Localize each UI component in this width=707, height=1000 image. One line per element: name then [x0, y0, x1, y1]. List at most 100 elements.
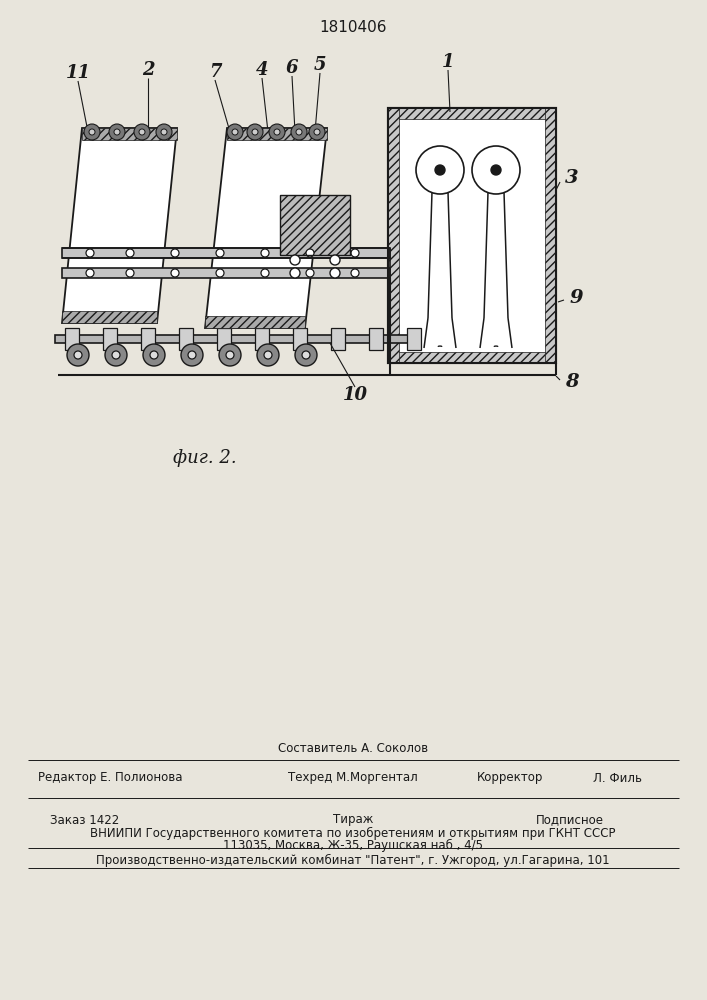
- Circle shape: [302, 351, 310, 359]
- Bar: [388, 108, 399, 363]
- Text: 9: 9: [569, 289, 583, 307]
- Text: 10: 10: [342, 386, 368, 404]
- Bar: [293, 328, 307, 350]
- Circle shape: [257, 344, 279, 366]
- Bar: [227, 128, 327, 140]
- Text: 7: 7: [209, 63, 221, 81]
- Circle shape: [306, 249, 314, 257]
- Circle shape: [171, 269, 179, 277]
- Circle shape: [330, 255, 340, 265]
- Circle shape: [330, 268, 340, 278]
- Circle shape: [351, 249, 359, 257]
- Text: фиг. 2.: фиг. 2.: [173, 449, 237, 467]
- Bar: [62, 311, 157, 323]
- Bar: [179, 328, 193, 350]
- Circle shape: [126, 269, 134, 277]
- Text: 1810406: 1810406: [320, 19, 387, 34]
- Circle shape: [89, 129, 95, 135]
- Circle shape: [351, 269, 359, 277]
- Circle shape: [86, 249, 94, 257]
- Circle shape: [161, 129, 167, 135]
- Bar: [255, 328, 269, 350]
- Polygon shape: [205, 128, 327, 328]
- Circle shape: [252, 129, 258, 135]
- Text: 1: 1: [442, 53, 455, 71]
- Bar: [407, 328, 421, 350]
- Circle shape: [114, 129, 120, 135]
- Circle shape: [126, 249, 134, 257]
- Circle shape: [143, 344, 165, 366]
- Bar: [65, 328, 79, 350]
- Circle shape: [274, 129, 280, 135]
- Circle shape: [67, 344, 89, 366]
- Circle shape: [139, 129, 145, 135]
- Text: 5: 5: [314, 56, 326, 74]
- Circle shape: [112, 351, 120, 359]
- Circle shape: [314, 129, 320, 135]
- Text: Подписное: Подписное: [536, 814, 604, 826]
- Circle shape: [290, 268, 300, 278]
- Circle shape: [269, 124, 285, 140]
- Circle shape: [261, 269, 269, 277]
- Text: Тираж: Тираж: [333, 814, 373, 826]
- Circle shape: [491, 165, 501, 175]
- Circle shape: [181, 344, 203, 366]
- Circle shape: [261, 249, 269, 257]
- Circle shape: [295, 344, 317, 366]
- Bar: [280, 195, 350, 255]
- Text: 113035, Москва, Ж-35, Раушская наб., 4/5: 113035, Москва, Ж-35, Раушская наб., 4/5: [223, 838, 483, 852]
- Circle shape: [264, 351, 272, 359]
- Circle shape: [74, 351, 82, 359]
- Bar: [280, 195, 350, 255]
- Circle shape: [84, 124, 100, 140]
- Bar: [388, 108, 556, 119]
- Text: 4: 4: [256, 61, 268, 79]
- Circle shape: [188, 351, 196, 359]
- Bar: [545, 108, 556, 363]
- Circle shape: [109, 124, 125, 140]
- Bar: [388, 108, 556, 363]
- Bar: [331, 328, 345, 350]
- Text: 2: 2: [141, 61, 154, 79]
- Text: 11: 11: [66, 64, 90, 82]
- Text: Техред М.Моргентал: Техред М.Моргентал: [288, 772, 418, 784]
- Circle shape: [291, 124, 307, 140]
- Circle shape: [435, 165, 445, 175]
- Circle shape: [296, 129, 302, 135]
- Bar: [217, 328, 231, 350]
- Bar: [205, 316, 305, 328]
- Text: 8: 8: [565, 373, 579, 391]
- Text: 6: 6: [286, 59, 298, 77]
- Bar: [103, 328, 117, 350]
- Circle shape: [216, 249, 224, 257]
- Circle shape: [247, 124, 263, 140]
- Bar: [62, 268, 390, 278]
- Circle shape: [290, 255, 300, 265]
- Circle shape: [171, 249, 179, 257]
- Circle shape: [416, 146, 464, 194]
- Bar: [82, 128, 177, 140]
- Text: Заказ 1422: Заказ 1422: [50, 814, 119, 826]
- Text: Производственно-издательский комбинат "Патент", г. Ужгород, ул.Гагарина, 101: Производственно-издательский комбинат "П…: [96, 853, 610, 867]
- Circle shape: [232, 129, 238, 135]
- Text: Редактор Е. Полионова: Редактор Е. Полионова: [37, 772, 182, 784]
- Circle shape: [216, 269, 224, 277]
- Circle shape: [227, 124, 243, 140]
- Text: Корректор: Корректор: [477, 772, 543, 784]
- Bar: [388, 108, 556, 363]
- Bar: [388, 352, 556, 363]
- Circle shape: [306, 269, 314, 277]
- Text: Л. Филь: Л. Филь: [593, 772, 643, 784]
- Circle shape: [150, 351, 158, 359]
- Text: 3: 3: [565, 169, 579, 187]
- Circle shape: [309, 124, 325, 140]
- Text: Составитель А. Соколов: Составитель А. Соколов: [278, 742, 428, 754]
- Bar: [55, 335, 415, 343]
- Circle shape: [134, 124, 150, 140]
- Circle shape: [226, 351, 234, 359]
- Circle shape: [86, 269, 94, 277]
- Circle shape: [156, 124, 172, 140]
- Circle shape: [472, 146, 520, 194]
- Bar: [62, 248, 390, 258]
- Bar: [369, 328, 383, 350]
